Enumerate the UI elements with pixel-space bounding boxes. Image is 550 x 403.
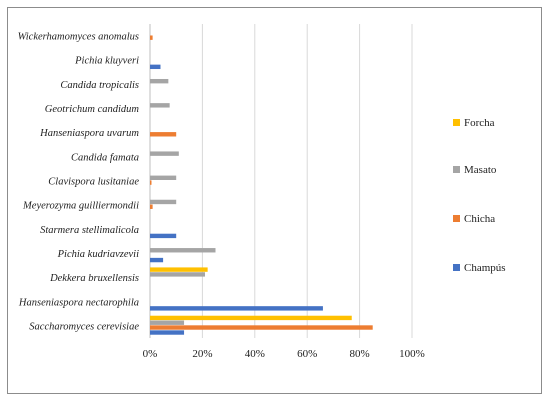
- category-label-pichia-kluyveri: Pichia kluyveri: [74, 56, 139, 67]
- bar-champus-pichia-kluyveri: [150, 64, 161, 70]
- x-tick-label: 80%: [350, 348, 370, 360]
- category-label-geotrichum-candidum: Geotrichum candidum: [45, 104, 140, 115]
- category-label-wickerhamomyces-anomalus: Wickerhamomyces anomalus: [18, 32, 139, 43]
- category-label-candida-tropicalis: Candida tropicalis: [60, 80, 139, 91]
- category-label-clavispora-lusitaniae: Clavispora lusitaniae: [48, 177, 139, 188]
- legend-label-forcha: Forcha: [464, 117, 495, 129]
- bar-masato-candida-tropicalis: [150, 78, 169, 84]
- category-label-hanseniaspora-nectarophila: Hanseniaspora nectarophila: [18, 297, 139, 308]
- bar-masato-dekkera-bruxellensis: [150, 272, 206, 277]
- legend-label-champus: Champús: [464, 262, 506, 274]
- bar-chicha-wickerhamomyces-anomalus: [150, 35, 153, 40]
- bar-masato-saccharomyces-cerevisiae: [150, 320, 185, 325]
- x-tick-label: 100%: [399, 348, 425, 360]
- x-tick-labels: 0% 20% 40% 60% 80% 100%: [143, 348, 425, 360]
- bars: [150, 35, 373, 335]
- x-tick-label: 60%: [297, 348, 317, 360]
- category-labels: Saccharomyces cerevisiae Hanseniaspora ne…: [18, 32, 140, 333]
- legend-swatch-forcha: [453, 119, 460, 126]
- legend-swatch-masato: [453, 166, 460, 173]
- category-label-hanseniaspora-uvarum: Hanseniaspora uvarum: [39, 128, 139, 139]
- legend: Forcha Masato Chicha Champús: [453, 117, 506, 274]
- bar-champus-starmera-stellimalicola: [150, 233, 177, 239]
- bar-chicha-clavispora-lusitaniae: [150, 180, 152, 185]
- bar-champus-hanseniaspora-nectarophila: [150, 306, 323, 311]
- category-label-pichia-kudriavzevii: Pichia kudriavzevii: [57, 249, 139, 260]
- bar-masato-meyerozyma-guilliermondii: [150, 199, 177, 205]
- bar-champus-saccharomyces-cerevisiae: [150, 330, 185, 335]
- bar-champus-pichia-kudriavzevii: [150, 257, 164, 263]
- category-label-meyerozyma-guilliermondii: Meyerozyma guilliermondii: [22, 201, 139, 212]
- x-tick-label: 20%: [192, 348, 212, 360]
- legend-label-masato: Masato: [464, 164, 497, 176]
- category-label-candida-famata: Candida famata: [71, 152, 139, 163]
- bar-chicha-hanseniaspora-uvarum: [150, 132, 177, 137]
- bar-chicha-meyerozyma-guilliermondii: [150, 204, 153, 209]
- bar-masato-pichia-kudriavzevii: [150, 248, 216, 253]
- bar-chicha-saccharomyces-cerevisiae: [150, 325, 373, 330]
- category-label-starmera-stellimalicola: Starmera stellimalicola: [40, 225, 139, 236]
- category-label-saccharomyces-cerevisiae: Saccharomyces cerevisiae: [29, 321, 139, 332]
- legend-swatch-champus: [453, 264, 460, 271]
- bar-masato-geotrichum-candidum: [150, 103, 170, 108]
- legend-swatch-chicha: [453, 215, 460, 222]
- bar-forcha-saccharomyces-cerevisiae: [150, 315, 352, 321]
- bar-forcha-dekkera-bruxellensis: [150, 267, 208, 272]
- gridlines: [149, 24, 413, 338]
- x-tick-label: 0%: [143, 348, 158, 360]
- category-label-dekkera-bruxellensis: Dekkera bruxellensis: [49, 273, 139, 284]
- x-tick-label: 40%: [245, 348, 265, 360]
- bar-masato-candida-famata: [150, 151, 179, 156]
- bar-masato-clavispora-lusitaniae: [150, 175, 177, 180]
- legend-label-chicha: Chicha: [464, 213, 495, 225]
